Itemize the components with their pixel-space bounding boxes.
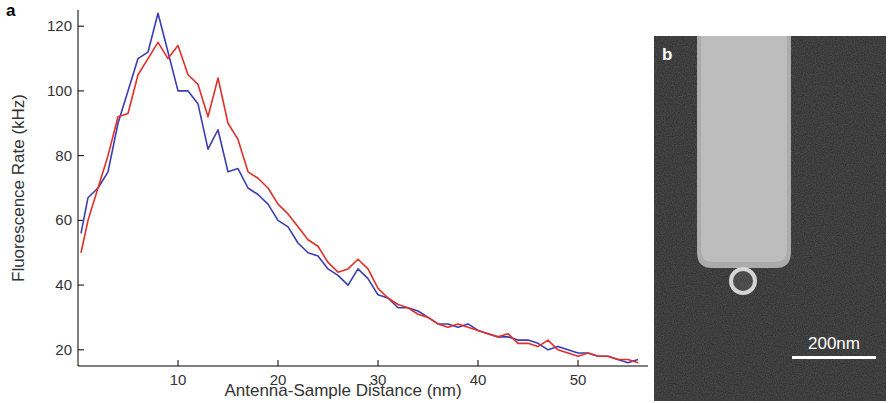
series-line <box>81 13 638 363</box>
x-axis-line <box>78 366 648 367</box>
sem-noise <box>654 36 886 401</box>
y-tick <box>78 285 84 286</box>
y-tick <box>78 155 84 156</box>
y-tick <box>78 349 84 350</box>
x-tick <box>378 360 379 366</box>
x-tick <box>478 360 479 366</box>
sem-image <box>654 36 886 401</box>
x-tick <box>278 360 279 366</box>
series-line <box>81 42 638 362</box>
scale-bar <box>792 356 876 359</box>
x-tick-label: 40 <box>470 371 487 388</box>
x-tick <box>178 360 179 366</box>
y-tick-label: 120 <box>47 17 72 34</box>
y-axis-line <box>78 10 79 366</box>
panel-label: a <box>6 1 16 20</box>
y-tick-label: 20 <box>55 341 72 358</box>
x-tick-label: 10 <box>170 371 187 388</box>
y-tick-label: 80 <box>55 147 72 164</box>
x-tick-label: 50 <box>570 371 587 388</box>
x-tick <box>578 360 579 366</box>
sem-background <box>654 36 886 401</box>
y-tick-label: 60 <box>55 211 72 228</box>
figure: a102030405020406080100120Antenna-Sample … <box>0 0 888 403</box>
scale-bar-label: 200nm <box>808 334 860 353</box>
y-axis-title: Fluorescence Rate (kHz) <box>9 94 28 282</box>
panel-label: b <box>662 45 672 64</box>
y-tick <box>78 26 84 27</box>
x-axis-title: Antenna-Sample Distance (nm) <box>224 381 461 400</box>
plot-marks <box>81 13 638 363</box>
y-tick-label: 100 <box>47 82 72 99</box>
y-tick <box>78 90 84 91</box>
y-tick-label: 40 <box>55 276 72 293</box>
